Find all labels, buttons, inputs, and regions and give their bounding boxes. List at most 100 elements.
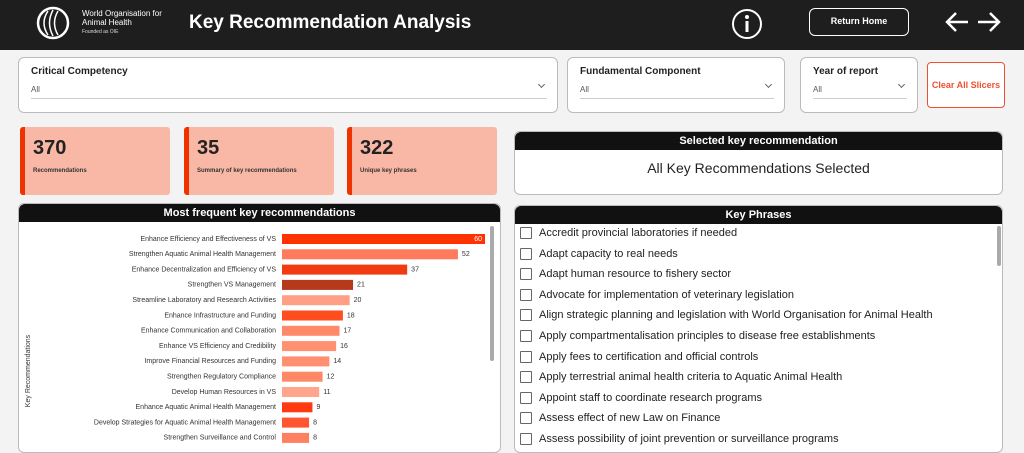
key-phrase-row[interactable]: Advocate for implementation of veterinar… bbox=[520, 287, 990, 303]
slicer[interactable]: Fundamental Component All bbox=[567, 57, 785, 113]
bar bbox=[282, 264, 408, 275]
checkbox[interactable] bbox=[520, 247, 532, 260]
checkbox[interactable] bbox=[520, 391, 532, 404]
scrollbar bbox=[490, 226, 494, 361]
kpi-card: 322 Unique key phrases bbox=[347, 127, 497, 195]
y-tick-label: Enhance Communication and Collaboration bbox=[141, 328, 276, 335]
bar bbox=[282, 432, 310, 443]
page-title: Key Recommendation Analysis bbox=[189, 12, 472, 33]
checkbox[interactable] bbox=[520, 268, 532, 281]
key-phrase-row[interactable]: Appoint staff to coordinate research pro… bbox=[520, 390, 990, 406]
key-phrase-row[interactable]: Apply compartmentalisation principles to… bbox=[520, 328, 990, 344]
bar bbox=[282, 279, 354, 290]
value-label: 37 bbox=[411, 266, 419, 273]
y-tick-label: Improve Financial Resources and Funding bbox=[144, 358, 276, 365]
bar bbox=[282, 341, 337, 352]
kpi-label: Unique key phrases bbox=[360, 168, 417, 174]
key-phrase-row[interactable]: Assess effect of new Law on Finance bbox=[520, 410, 990, 426]
slicer-underline bbox=[813, 98, 907, 99]
y-tick-label: Enhance Infrastructure and Funding bbox=[164, 312, 276, 319]
clear-slicers-button[interactable]: Clear All Slicers bbox=[927, 62, 1005, 108]
checkbox[interactable] bbox=[520, 433, 532, 445]
bar bbox=[282, 417, 310, 428]
y-tick-label: Strengthen Regulatory Compliance bbox=[167, 374, 276, 381]
bar bbox=[282, 371, 323, 382]
key-phrase-row[interactable]: Align strategic planning and legislation… bbox=[520, 307, 990, 323]
y-axis-title: Key Recommendations bbox=[25, 334, 32, 407]
slicer-underline bbox=[31, 98, 547, 99]
nav-arrows[interactable] bbox=[942, 8, 1006, 36]
chart-title: Most frequent key recommendations bbox=[19, 204, 500, 222]
key-phrase: Adapt capacity to real needs bbox=[539, 247, 678, 260]
value-label: 9 bbox=[316, 404, 320, 411]
bar bbox=[282, 310, 343, 321]
value-label: 8 bbox=[313, 435, 317, 442]
value-label: 52 bbox=[462, 251, 470, 258]
bar bbox=[282, 295, 350, 306]
value-label: 20 bbox=[354, 297, 362, 304]
dropdown-chevron[interactable] bbox=[764, 80, 773, 89]
value-label: 18 bbox=[347, 312, 355, 319]
selected-text: All Key Recommendations Selected bbox=[647, 160, 870, 176]
checkbox[interactable] bbox=[520, 227, 532, 239]
info-icon[interactable] bbox=[731, 8, 763, 40]
value-label: 17 bbox=[344, 328, 352, 335]
key-phrase: Assess possibility of joint prevention o… bbox=[539, 433, 839, 445]
key-phrase: Advocate for implementation of veterinar… bbox=[539, 288, 794, 301]
kpi-value: 322 bbox=[360, 137, 394, 159]
org-name: World Organisation for Animal Health bbox=[82, 9, 162, 27]
slicer[interactable]: Year of report All bbox=[800, 57, 918, 113]
checkbox[interactable] bbox=[520, 371, 532, 384]
key-phrase-row[interactable]: Assess possibility of joint prevention o… bbox=[520, 431, 990, 447]
org-sub: Founded as OIE bbox=[82, 29, 119, 35]
kpi-value: 35 bbox=[197, 137, 220, 159]
dropdown-chevron[interactable] bbox=[897, 80, 906, 89]
checkbox[interactable] bbox=[520, 309, 532, 322]
y-tick-label: Streamline Laboratory and Research Activ… bbox=[132, 297, 276, 304]
checkbox[interactable] bbox=[520, 288, 532, 301]
slicer-value: All bbox=[31, 85, 40, 94]
value-label: 14 bbox=[333, 358, 341, 365]
bar bbox=[282, 234, 485, 244]
chart-panel: Most frequent key recommendations bbox=[18, 203, 501, 453]
key-phrase-row[interactable]: Apply fees to certification and official… bbox=[520, 349, 990, 365]
value-label: 11 bbox=[323, 389, 330, 396]
y-tick-label: Strengthen Aquatic Animal Health Managem… bbox=[129, 251, 276, 258]
y-tick-label: Enhance Efficiency and Effectiveness of … bbox=[140, 236, 276, 243]
checkbox[interactable] bbox=[520, 330, 532, 342]
key-phrase: Align strategic planning and legislation… bbox=[539, 309, 933, 322]
kpi-card: 35 Summary of key recommendations bbox=[184, 127, 334, 195]
dropdown-chevron[interactable] bbox=[537, 80, 546, 89]
slicer-value: All bbox=[580, 85, 589, 94]
slicer[interactable]: Critical Competency All bbox=[18, 57, 558, 113]
key-phrase: Apply compartmentalisation principles to… bbox=[539, 330, 876, 342]
value-label: 60 bbox=[474, 236, 482, 243]
return-home-button[interactable]: Return Home bbox=[809, 8, 909, 36]
slicer-label: Year of report bbox=[813, 66, 879, 77]
slicer-label: Critical Competency bbox=[31, 66, 128, 77]
kpi-label: Summary of key recommendations bbox=[197, 168, 297, 174]
slicer-value: All bbox=[813, 85, 822, 94]
scrollbar[interactable] bbox=[997, 226, 1001, 266]
kpi-card: 370 Recommendations bbox=[20, 127, 170, 195]
kpi-label: Recommendations bbox=[33, 168, 87, 174]
checkbox[interactable] bbox=[520, 350, 532, 363]
bar bbox=[282, 387, 320, 397]
logo bbox=[36, 6, 70, 40]
selected-panel: Selected key recommendation All Key Reco… bbox=[514, 131, 1003, 195]
checkbox[interactable] bbox=[520, 412, 532, 425]
bar bbox=[282, 249, 458, 260]
kpi-value: 370 bbox=[33, 137, 67, 159]
key-phrase-row[interactable]: Adapt capacity to real needs bbox=[520, 246, 990, 262]
key-phrase-row[interactable]: Accredit provincial laboratories if need… bbox=[520, 225, 990, 241]
y-tick-label: Develop Human Resources in VS bbox=[172, 389, 277, 396]
key-phrase: Adapt human resource to fishery sector bbox=[539, 268, 731, 281]
value-label: 16 bbox=[340, 343, 348, 350]
slicer-label: Fundamental Component bbox=[580, 66, 701, 77]
key-phrase-row[interactable]: Adapt human resource to fishery sector bbox=[520, 266, 990, 282]
key-phrases-title: Key Phrases bbox=[515, 206, 1002, 224]
y-tick-label: Enhance VS Efficiency and Credibility bbox=[159, 343, 276, 350]
key-phrase-row[interactable]: Apply terrestrial animal health criteria… bbox=[520, 369, 990, 385]
key-phrases-panel: Key Phrases bbox=[514, 205, 1003, 453]
